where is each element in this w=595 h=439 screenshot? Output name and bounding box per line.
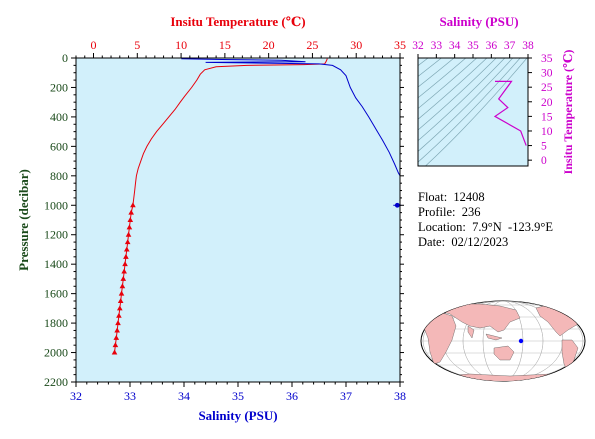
left-tick-label: 200: [50, 80, 68, 94]
profile-number: Profile: 236: [418, 205, 481, 219]
temperature-sample-marker: [111, 349, 118, 355]
density-contour-line: [418, 58, 478, 109]
ts-y-tick-label: 20: [541, 97, 553, 109]
temperature-sample-marker: [119, 283, 126, 289]
temperature-profile-line: [132, 58, 328, 206]
left-tick-label: 2000: [44, 346, 68, 360]
temperature-sample-marker: [112, 342, 119, 348]
top-tick-label: 25: [306, 38, 318, 52]
temperature-sample-marker: [117, 298, 124, 303]
ts-y-tick-label: 35: [541, 53, 553, 65]
bottom-tick-label: 38: [394, 389, 406, 403]
ts-x-tick-label: 32: [412, 40, 424, 52]
ts-x-tick-label: 34: [449, 40, 461, 52]
temperature-sample-marker: [126, 224, 133, 230]
bottom-tick-label: 33: [124, 389, 136, 403]
density-contour-line: [418, 58, 514, 152]
temperature-sample-marker: [120, 275, 127, 281]
temperature-sample-marker: [115, 320, 121, 326]
ts-title: Salinity (PSU): [439, 14, 518, 29]
main-plot-background: [76, 58, 400, 382]
temperature-sample-marker: [125, 231, 132, 237]
left-tick-label: 1800: [44, 316, 68, 330]
left-tick-label: 600: [50, 139, 68, 153]
temperature-sample-marker: [116, 312, 122, 318]
bottom-tick-label: 32: [70, 389, 82, 403]
top-tick-label: 30: [350, 38, 362, 52]
land-antarctica: [439, 373, 576, 381]
density-contour-line: [418, 58, 497, 131]
ts-y-tick-label: 5: [541, 141, 547, 153]
ts-y-tick-label: 10: [541, 126, 553, 138]
temperature-sample-marker: [124, 239, 131, 245]
top-axis-label: Insitu Temperature (℃): [170, 14, 305, 29]
main-profile-plot: 0 5 10 15 20 25 30 35 32 33 34 35 36 37 38 0 200 400 600 80…: [16, 14, 406, 423]
left-tick-label: 1600: [44, 287, 68, 301]
density-contour-line: [378, 0, 568, 63]
float-location-marker: [518, 338, 524, 344]
density-contour-line: [418, 58, 521, 163]
land-australia: [493, 345, 515, 361]
land-india-sea: [467, 325, 475, 339]
ts-x-tick-label: 35: [467, 40, 479, 52]
float-location: Location: 7.9°N -123.9°E: [418, 220, 553, 234]
float-id: Float: 12408: [418, 190, 485, 204]
ts-x-tick-label: 38: [522, 40, 534, 52]
temperature-sample-marker: [114, 327, 120, 333]
ts-diagram: 32 33 34 35 36 37 38 0 5 10 15 20 25 30 35 Salinity (P…: [378, 0, 575, 175]
temperature-sample-marker: [123, 253, 129, 259]
profile-date: Date: 02/12/2023: [418, 235, 509, 249]
ts-x-tick-label: 37: [504, 40, 516, 52]
ts-y-tick-label: 15: [541, 111, 553, 123]
temperature-sample-marker: [118, 290, 125, 296]
top-tick-label: 0: [91, 38, 97, 52]
world-map: [420, 300, 586, 382]
density-contour-line: [424, 58, 528, 166]
bottom-tick-label: 34: [178, 389, 190, 403]
temperature-sample-marker: [130, 202, 136, 208]
land-africa: [423, 311, 457, 365]
ts-x-tick-label: 36: [486, 40, 498, 52]
ts-curve: [493, 80, 527, 146]
temperature-sample-marker: [123, 246, 130, 252]
left-tick-label: 1400: [44, 257, 68, 271]
top-tick-label: 15: [219, 38, 231, 52]
ts-y-tick-label: 30: [541, 68, 553, 80]
left-tick-label: 1000: [44, 198, 68, 212]
temperature-sample-marker: [113, 334, 120, 340]
temperature-sample-marker: [121, 268, 127, 274]
left-tick-label: 1200: [44, 228, 68, 242]
density-contour-line: [418, 58, 506, 142]
temperature-sample-marker: [127, 217, 134, 222]
left-tick-label: 400: [50, 110, 68, 124]
land-indonesia: [485, 333, 503, 341]
left-axis-label: Pressure (decibar): [16, 169, 31, 271]
ts-y-axis-label: Insitu Temperature (℃): [561, 50, 575, 175]
temperature-sample-marker: [116, 305, 123, 311]
ts-plot-background: [418, 58, 528, 166]
bottom-tick-label: 35: [232, 389, 244, 403]
top-tick-label: 20: [263, 38, 275, 52]
bottom-axis-label: Salinity (PSU): [198, 408, 277, 423]
left-tick-label: 800: [50, 169, 68, 183]
salinity-profile-line: [181, 58, 401, 177]
left-tick-label: 0: [62, 51, 68, 65]
temperature-sample-marker: [122, 261, 128, 267]
salinity-sample-marker: [394, 202, 400, 208]
bottom-tick-label: 37: [340, 389, 352, 403]
ts-x-tick-label: 33: [431, 40, 443, 52]
top-tick-label: 5: [134, 38, 140, 52]
top-tick-label: 10: [175, 38, 187, 52]
ts-y-tick-label: 0: [541, 155, 547, 167]
bottom-tick-label: 36: [286, 389, 298, 403]
temperature-sample-marker: [128, 209, 134, 215]
ts-y-tick-label: 25: [541, 82, 553, 94]
top-tick-label: 35: [394, 38, 406, 52]
left-tick-label: 2200: [44, 375, 68, 389]
density-contour-line: [418, 58, 488, 120]
